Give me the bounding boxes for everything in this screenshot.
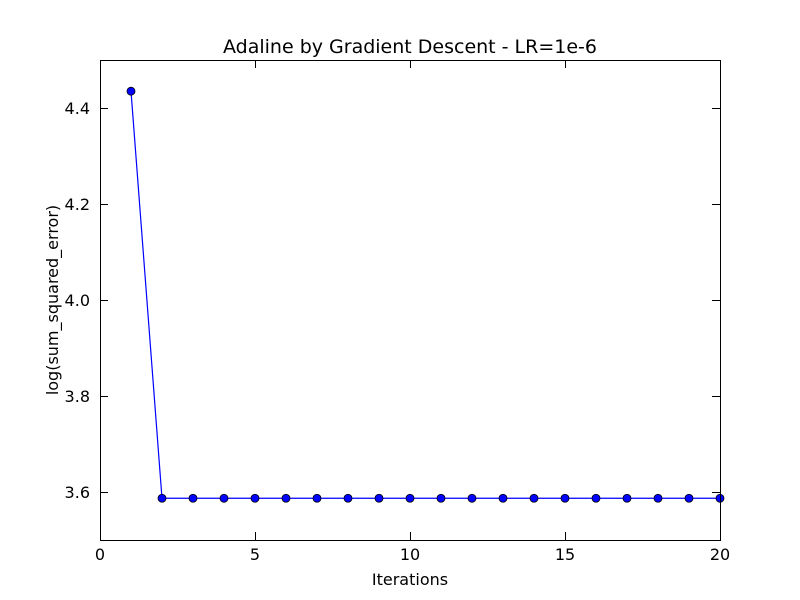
y-tick-label: 3.6	[65, 483, 90, 502]
data-point	[436, 493, 446, 503]
data-point	[622, 493, 632, 503]
x-axis-label: Iterations	[372, 570, 448, 589]
x-tick-label: 15	[555, 545, 575, 564]
y-tick-label: 4.4	[65, 99, 90, 118]
data-point	[653, 493, 663, 503]
data-point	[157, 493, 167, 503]
data-point	[529, 493, 539, 503]
data-point	[312, 493, 322, 503]
y-tick-label: 4.0	[65, 291, 90, 310]
y-tick-label: 3.8	[65, 387, 90, 406]
data-point	[219, 493, 229, 503]
chart-title: Adaline by Gradient Descent - LR=1e-6	[223, 36, 597, 58]
data-point	[281, 493, 291, 503]
data-point	[405, 493, 415, 503]
data-point	[560, 493, 570, 503]
plot-area	[126, 86, 725, 503]
data-point	[374, 493, 384, 503]
x-tick-label: 10	[400, 545, 420, 564]
data-point	[591, 493, 601, 503]
x-tick-label: 5	[250, 545, 260, 564]
data-point	[498, 493, 508, 503]
data-point	[126, 86, 136, 96]
data-point	[343, 493, 353, 503]
plot-frame	[100, 60, 721, 541]
data-point	[684, 493, 694, 503]
data-point	[250, 493, 260, 503]
series-line	[130, 91, 720, 499]
x-tick-label: 0	[95, 545, 105, 564]
data-point	[188, 493, 198, 503]
x-tick-label: 20	[710, 545, 730, 564]
y-axis-label: log(sum_squared_error)	[43, 205, 63, 395]
y-tick-label: 4.2	[65, 195, 90, 214]
data-point	[467, 493, 477, 503]
axis-ticks: 0 5 10 15 20 3.6 3.8 4.0 4.2 4.4	[65, 60, 730, 564]
